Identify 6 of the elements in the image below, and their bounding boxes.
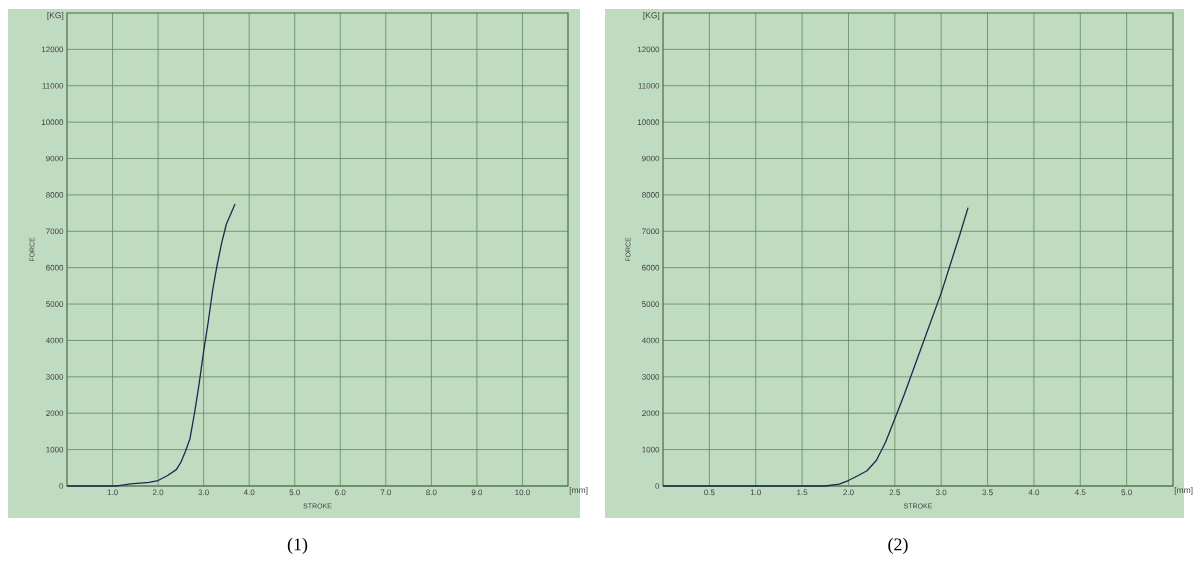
text: (1) <box>287 537 308 555</box>
text: [KG] <box>643 12 660 20</box>
text: [KG] <box>47 12 64 20</box>
text: (2) <box>888 537 908 555</box>
text: [mm] <box>1174 486 1193 495</box>
text: [mm] <box>569 486 588 495</box>
